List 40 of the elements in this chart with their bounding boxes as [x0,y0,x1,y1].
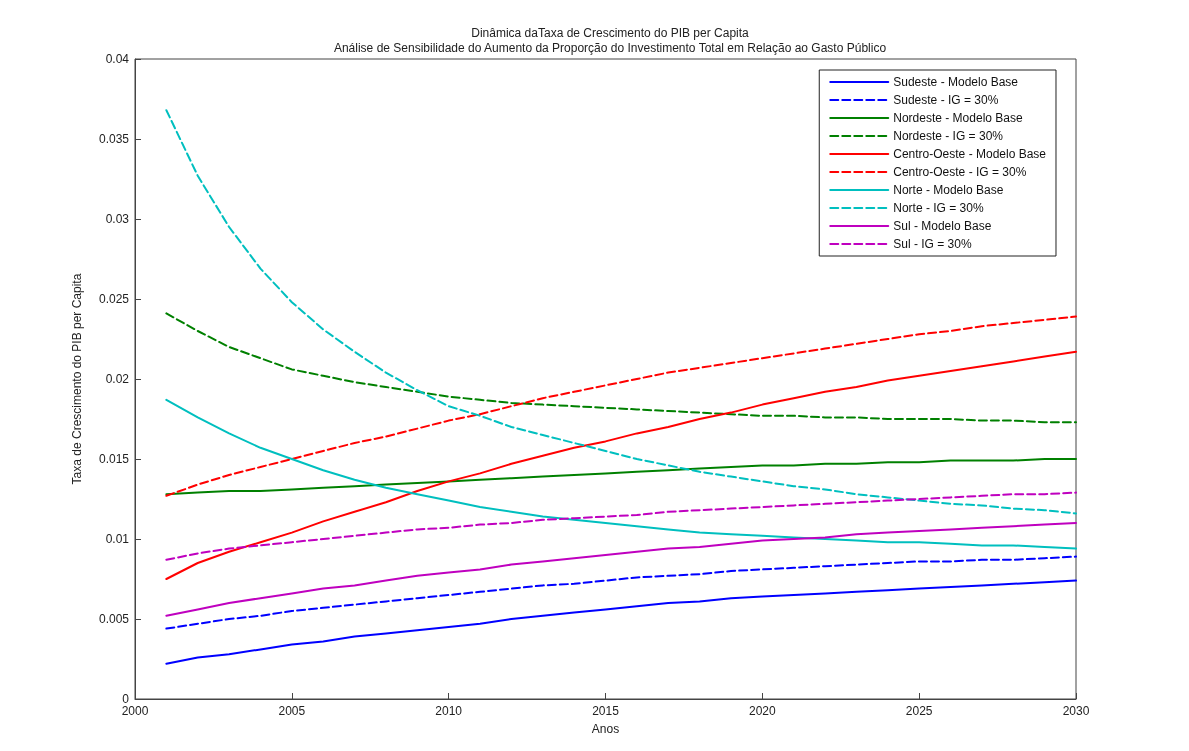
line-series [165,491,1077,561]
y-tick-label: 0.035 [98,132,130,146]
line-series [165,458,1077,496]
x-tick-label: 2010 [435,704,463,718]
legend-label: Sudeste - Modelo Base [893,75,1019,89]
y-tick-label: 0.04 [105,52,130,66]
line-series [165,315,1077,497]
y-axis-title: Taxa de Crescimento do PIB per Capita [70,273,84,485]
x-tick-label: 2005 [278,704,306,718]
y-tick-label: 0.01 [105,532,130,546]
legend-label: Sul - Modelo Base [893,219,992,233]
legend-label: Norte - Modelo Base [893,183,1004,197]
legend-label: Centro-Oeste - Modelo Base [893,147,1047,161]
line-series [165,109,1077,515]
line-series [165,522,1077,617]
y-tick-label: 0.015 [98,452,130,466]
legend-label: Sul - IG = 30% [893,237,972,251]
legend-label: Centro-Oeste - IG = 30% [893,165,1027,179]
y-tick-label: 0.025 [98,292,130,306]
legend-label: Sudeste - IG = 30% [893,93,999,107]
legend-label: Nordeste - Modelo Base [893,111,1023,125]
legend-label: Norte - IG = 30% [893,201,984,215]
y-tick-label: 0 [122,692,130,706]
chart-subtitle: Análise de Sensibilidade do Aumento da Proporção do Investimento Total em Relação ao Gasto Público [333,41,887,55]
y-tick-label: 0.005 [98,612,130,626]
line-series [165,312,1077,424]
y-tick-label: 0.03 [105,212,130,226]
x-tick-label: 2000 [121,704,149,718]
chart-title: Dinâmica daTaxa de Crescimento do PIB per Capita [471,26,750,40]
line-series [165,398,1077,550]
line-series [165,350,1077,580]
line-series [165,579,1077,665]
x-tick-label: 2020 [748,704,776,718]
x-tick-label: 2015 [592,704,620,718]
legend-label: Nordeste - IG = 30% [893,129,1004,143]
x-tick-label: 2025 [905,704,933,718]
x-axis-title: Anos [591,722,620,736]
y-tick-label: 0.02 [105,372,130,386]
line-series [165,555,1077,630]
x-tick-label: 2030 [1062,704,1090,718]
